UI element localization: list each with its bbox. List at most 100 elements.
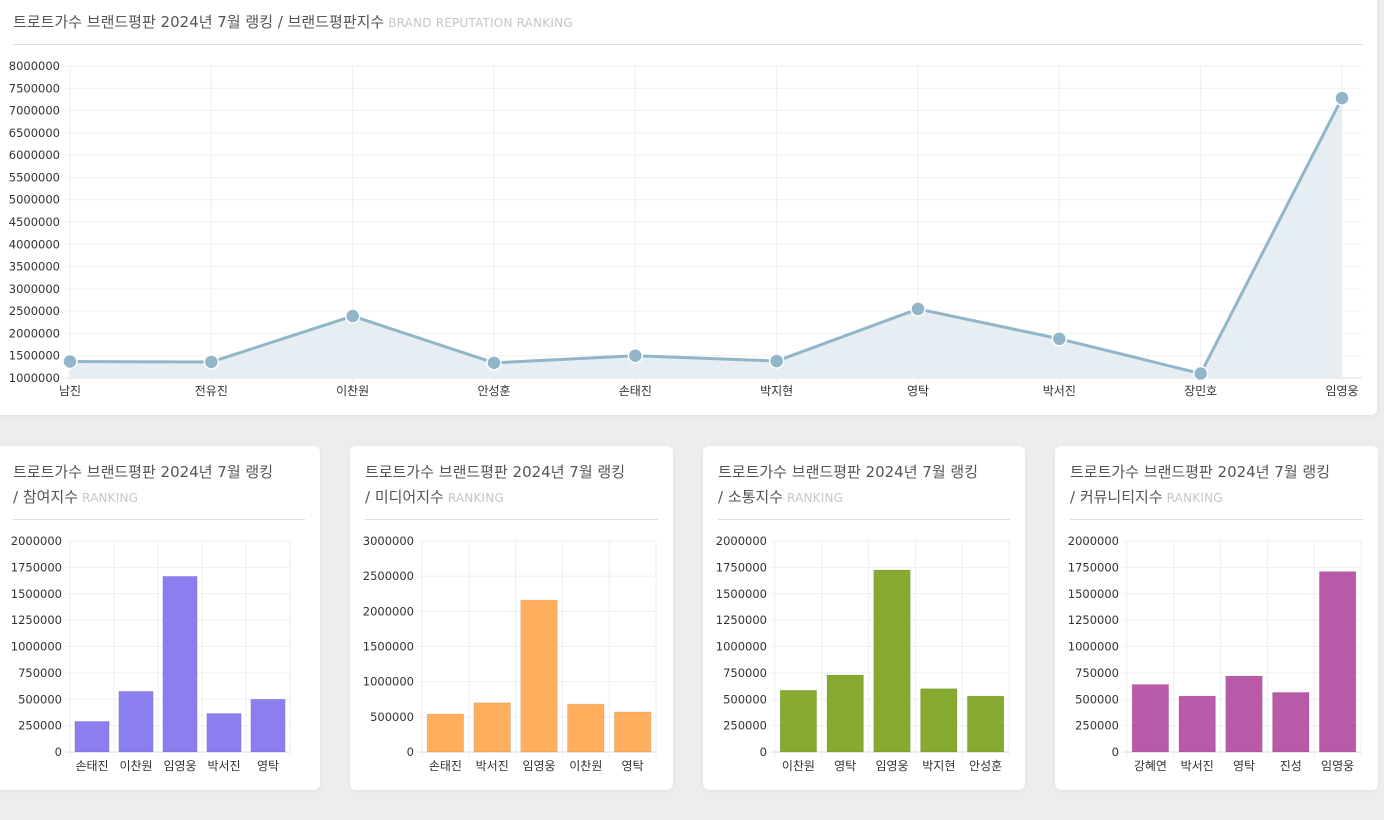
y-tick-label: 1500000	[716, 587, 767, 601]
y-tick-label: 6500000	[9, 126, 60, 140]
y-tick-label: 0	[1112, 745, 1119, 759]
y-tick-label: 2000000	[716, 534, 767, 548]
y-tick-label: 750000	[1075, 666, 1119, 680]
bar-손태진	[426, 713, 465, 753]
data-point-손태진	[627, 347, 644, 364]
y-tick-label: 3500000	[9, 260, 60, 274]
data-point-박서진	[1051, 331, 1068, 347]
y-tick-label: 4000000	[9, 237, 60, 251]
x-tick-label: 임영웅	[1325, 384, 1358, 398]
x-tick-label: 박서진	[1043, 384, 1076, 398]
x-tick-label: 박서진	[1181, 759, 1214, 773]
x-tick-label: 임영웅	[875, 759, 908, 773]
y-tick-label: 1000000	[9, 371, 60, 385]
x-tick-label: 이찬원	[336, 383, 369, 398]
y-tick-label: 0	[760, 745, 767, 759]
y-tick-label: 2000000	[1068, 534, 1119, 548]
community-chart-title: 트로트가수 브랜드평판 2024년 7월 랭킹 / 커뮤니티지수 RANKING	[1070, 460, 1370, 511]
data-point-임영웅	[1334, 90, 1350, 106]
bar-박서진	[1178, 695, 1216, 753]
y-tick-label: 1250000	[11, 613, 62, 627]
media-divider	[365, 519, 658, 520]
y-tick-label: 1000000	[11, 640, 62, 654]
community-bar-chart: 2000000 1750000 1500000 1250000 1000000 75000…	[1068, 534, 1362, 773]
bar-임영웅	[162, 575, 198, 753]
y-tick-label: 250000	[723, 719, 767, 733]
participation-title-line2: / 참여지수	[13, 488, 79, 506]
media-chart-title: 트로트가수 브랜드평판 2024년 7월 랭킹 / 미디어지수 RANKING	[365, 460, 665, 511]
communication-title-line1: 트로트가수 브랜드평판 2024년 7월 랭킹	[718, 463, 978, 481]
y-tick-label: 5000000	[9, 193, 60, 207]
bar-박서진	[473, 702, 511, 753]
x-tick-label: 손태진	[75, 759, 108, 773]
y-tick-label: 1000000	[363, 675, 414, 689]
y-tick-label: 500000	[370, 710, 414, 724]
y-tick-label: 500000	[1075, 692, 1119, 706]
bar-강혜연	[1131, 683, 1170, 753]
y-tick-label: 1000000	[1068, 640, 1119, 654]
y-tick-label: 1250000	[716, 613, 767, 627]
y-tick-label: 0	[407, 745, 414, 759]
bar-영탁	[826, 674, 864, 753]
x-tick-label: 전유진	[195, 384, 228, 398]
participation-subtitle: RANKING	[82, 491, 139, 505]
y-tick-label: 2000000	[9, 326, 60, 340]
x-tick-label: 이찬원	[782, 758, 815, 773]
participation-chart-title: 트로트가수 브랜드평판 2024년 7월 랭킹 / 참여지수 RANKING	[13, 460, 313, 511]
x-tick-label: 이찬원	[119, 758, 152, 773]
communication-title-line2: / 소통지수	[718, 488, 784, 506]
bar-임영웅	[520, 599, 558, 753]
bar-임영웅	[873, 569, 911, 753]
bar-이찬원	[567, 703, 605, 753]
x-tick-label: 장민호	[1184, 384, 1217, 398]
x-tick-label: 박서진	[476, 759, 509, 773]
y-tick-label: 500000	[18, 692, 62, 706]
x-tick-label: 강혜연	[1134, 759, 1167, 773]
x-tick-label: 임영웅	[1321, 759, 1354, 773]
participation-divider	[13, 519, 305, 520]
main-chart-subtitle: BRAND REPUTATION RANKING	[388, 16, 573, 30]
y-tick-label: 2500000	[9, 304, 60, 318]
data-point-전유진	[203, 354, 220, 370]
y-tick-label: 7000000	[9, 104, 60, 118]
media-subtitle: RANKING	[447, 491, 504, 505]
y-tick-label: 1750000	[1068, 560, 1119, 574]
media-title-line2: / 미디어지수	[365, 488, 444, 506]
x-tick-label: 영탁	[1233, 759, 1255, 773]
y-tick-label: 2500000	[363, 569, 414, 583]
bar-영탁	[613, 711, 652, 753]
y-tick-label: 1500000	[9, 349, 60, 363]
x-tick-label: 안성훈	[969, 759, 1002, 773]
media-title-line1: 트로트가수 브랜드평판 2024년 7월 랭킹	[365, 463, 625, 481]
participation-bar-chart: 2000000 1750000 1500000 1250000 1000000 75000…	[11, 534, 291, 773]
community-divider	[1070, 519, 1363, 520]
x-tick-label: 안성훈	[477, 384, 510, 398]
x-tick-label: 영탁	[257, 759, 279, 773]
y-tick-label: 3000000	[363, 534, 414, 548]
bar-임영웅	[1318, 571, 1357, 753]
x-tick-label: 남진	[59, 384, 81, 398]
y-tick-label: 7500000	[9, 81, 60, 95]
series-area-fill	[70, 98, 1342, 378]
main-chart-card: 트로트가수 브랜드평판 2024년 7월 랭킹 / 브랜드평판지수 BRAND R…	[0, 0, 1377, 415]
main-chart-title: 트로트가수 브랜드평판 2024년 7월 랭킹 / 브랜드평판지수 BRAND R…	[13, 10, 573, 36]
data-point-이찬원	[344, 308, 361, 324]
communication-chart-title: 트로트가수 브랜드평판 2024년 7월 랭킹 / 소통지수 RANKING	[718, 460, 1018, 511]
y-tick-label: 2000000	[363, 604, 414, 618]
x-tick-label: 손태진	[429, 759, 462, 773]
y-tick-label: 1750000	[716, 560, 767, 574]
bar-영탁	[1225, 675, 1263, 753]
x-tick-label: 손태진	[619, 384, 652, 398]
bar-안성훈	[966, 695, 1005, 753]
y-tick-label: 0	[55, 745, 62, 759]
media-bar-chart: 3000000 2500000 2000000 1500000 1000000 50000…	[363, 534, 657, 773]
x-tick-label: 영탁	[907, 384, 929, 398]
y-tick-label: 2000000	[11, 534, 62, 548]
bar-박지현	[920, 688, 958, 753]
x-tick-label: 박지현	[922, 759, 955, 773]
x-tick-label: 영탁	[834, 759, 856, 773]
communication-subtitle: RANKING	[787, 491, 844, 505]
data-point-남진	[62, 353, 78, 370]
y-tick-label: 1000000	[716, 640, 767, 654]
bar-박서진	[206, 712, 242, 753]
